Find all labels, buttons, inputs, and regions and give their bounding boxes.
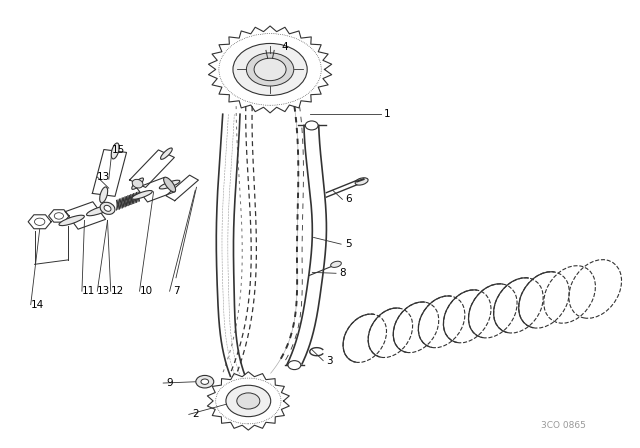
Text: 7: 7 <box>173 286 179 296</box>
Text: 13: 13 <box>97 172 110 182</box>
Text: 2: 2 <box>192 409 198 419</box>
Ellipse shape <box>355 178 368 185</box>
Ellipse shape <box>159 180 180 189</box>
Text: 3: 3 <box>326 356 333 366</box>
Ellipse shape <box>161 148 172 159</box>
Circle shape <box>226 385 271 417</box>
Text: 4: 4 <box>282 42 288 52</box>
Ellipse shape <box>132 190 152 199</box>
Text: 12: 12 <box>111 286 124 296</box>
Circle shape <box>288 361 301 370</box>
Ellipse shape <box>331 261 341 267</box>
Circle shape <box>201 379 209 384</box>
Ellipse shape <box>111 143 119 159</box>
Ellipse shape <box>86 205 112 216</box>
Circle shape <box>196 375 214 388</box>
Text: 1: 1 <box>384 109 390 119</box>
Text: 10: 10 <box>140 286 152 296</box>
Ellipse shape <box>132 178 143 190</box>
Ellipse shape <box>59 215 84 226</box>
Ellipse shape <box>132 179 143 188</box>
Text: 3CO 0865: 3CO 0865 <box>541 421 586 430</box>
Text: 6: 6 <box>346 194 352 204</box>
Text: 9: 9 <box>166 378 173 388</box>
Ellipse shape <box>100 202 115 215</box>
Circle shape <box>305 121 318 130</box>
Ellipse shape <box>164 177 175 192</box>
Ellipse shape <box>100 187 108 203</box>
Text: 8: 8 <box>339 268 346 278</box>
Text: 5: 5 <box>346 239 352 249</box>
Text: 15: 15 <box>112 145 125 155</box>
Circle shape <box>246 53 294 86</box>
Text: 13: 13 <box>97 286 110 296</box>
Circle shape <box>233 43 307 95</box>
Circle shape <box>237 393 260 409</box>
Ellipse shape <box>104 205 111 211</box>
Text: 14: 14 <box>31 300 44 310</box>
Text: 11: 11 <box>82 286 95 296</box>
Circle shape <box>254 58 286 81</box>
